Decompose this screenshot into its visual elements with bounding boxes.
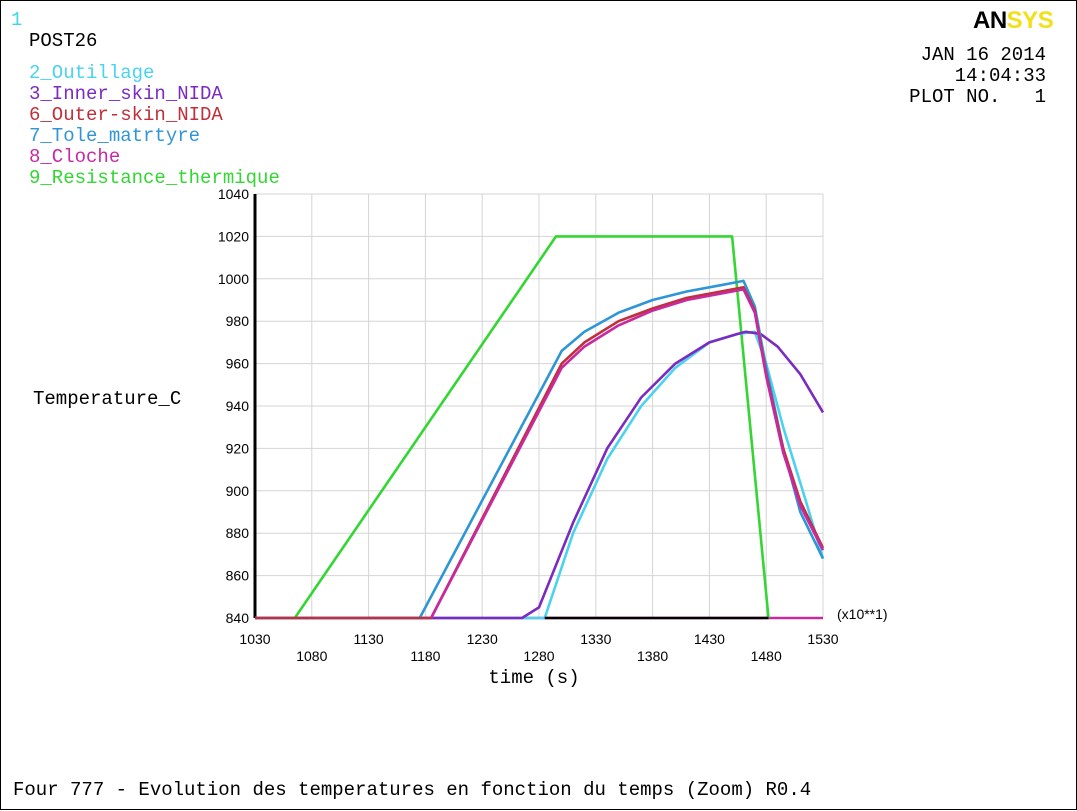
y-tick-label: 880 — [226, 525, 250, 541]
y-tick-label: 1040 — [218, 186, 249, 202]
y-axis-label: Temperature_C — [33, 388, 182, 410]
y-tick-label: 1000 — [218, 271, 249, 287]
plot-header: JAN 16 2014 14:04:33 PLOT NO. 1 — [909, 45, 1046, 108]
x-tick-label: 1180 — [410, 648, 440, 664]
series-line-9-resistance-thermique — [255, 235, 770, 620]
y-tick-label: 840 — [226, 610, 250, 626]
x-tick-label: 1480 — [751, 648, 782, 664]
series-line-3-inner-skin-nida — [255, 330, 825, 620]
plot-footer-title: Four 777 - Evolution des temperatures en… — [13, 779, 812, 801]
y-tick-label: 960 — [226, 356, 250, 372]
y-tick-label: 860 — [226, 568, 250, 584]
x-tick-label: 1030 — [239, 631, 270, 647]
x-tick-label: 1280 — [523, 648, 554, 664]
x-tick-label: 1530 — [807, 631, 838, 647]
y-tick-label: 1020 — [218, 228, 249, 244]
x-axis-multiplier: (x10**1) — [837, 606, 888, 622]
x-tick-label: 1080 — [296, 648, 327, 664]
x-axis-label: time (s) — [488, 667, 579, 689]
legend: 2_Outillage 3_Inner_skin_NIDA 6_Outer-sk… — [29, 63, 280, 189]
legend-item-outillage: 2_Outillage — [29, 62, 155, 84]
legend-item-tole: 7_Tole_matrtyre — [29, 125, 201, 147]
plot-time: 14:04:33 — [954, 65, 1046, 87]
plot-date: JAN 16 2014 — [920, 44, 1046, 66]
legend-item-outer-skin: 6_Outer-skin_NIDA — [29, 104, 223, 126]
window-number: 1 — [11, 9, 23, 31]
legend-item-resistance: 9_Resistance_thermique — [29, 167, 280, 189]
y-tick-label: 920 — [226, 440, 250, 456]
legend-item-inner-skin: 3_Inner_skin_NIDA — [29, 83, 223, 105]
x-tick-label: 1230 — [467, 631, 498, 647]
x-tick-label: 1330 — [580, 631, 611, 647]
x-tick-label: 1130 — [354, 631, 384, 647]
y-tick-label: 980 — [226, 313, 250, 329]
y-tick-label: 900 — [226, 483, 250, 499]
program-label: POST26 — [29, 30, 98, 52]
ansys-logo: ANSYS — [973, 7, 1054, 34]
legend-item-cloche: 8_Cloche — [29, 146, 121, 168]
plot-number: PLOT NO. 1 — [909, 86, 1046, 108]
y-tick-label: 940 — [226, 398, 250, 414]
series-line-8-cloche — [429, 288, 825, 619]
x-tick-label: 1380 — [637, 648, 668, 664]
x-tick-label: 1430 — [694, 631, 725, 647]
